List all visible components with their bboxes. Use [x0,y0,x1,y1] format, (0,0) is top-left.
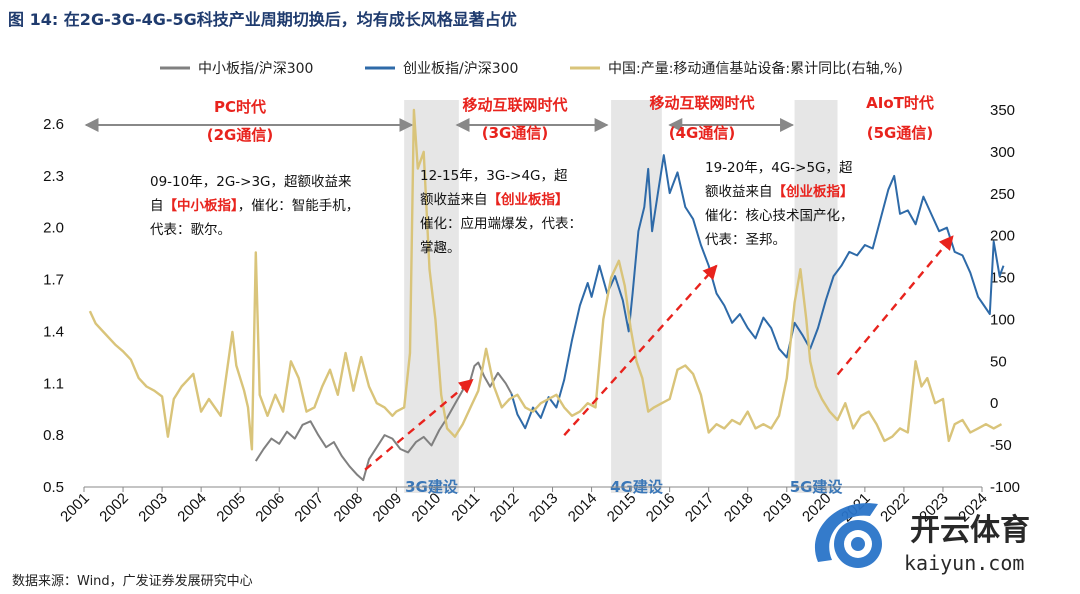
y-right-tick: 200 [990,228,1015,245]
y-right-tick: 300 [990,144,1015,161]
y-right-tick: -50 [990,437,1012,454]
x-tick-label: 2014 [565,490,601,526]
x-tick-label: 2017 [682,490,718,526]
annotations: PC时代 (2G通信) 移动互联网时代 (3G通信) 移动互联网时代 (4G通信) AIoT… [150,94,954,471]
x-tick-label: 2004 [174,490,210,526]
y-right-tick: 150 [990,270,1015,287]
y-left-tick: 1.1 [43,375,64,392]
era-sub-1: (2G通信) [207,126,273,144]
construction-bands: 3G建设 4G建设 5G建设 [404,100,842,496]
x-tick-label: 2006 [252,490,288,526]
legend-label-3: 中国:产量:移动通信基站设备:累计同比(右轴,%) [608,60,903,77]
y-right-tick: 350 [990,102,1015,119]
note-2-line: 催化：应用端爆发，代表： [420,215,582,232]
y-right-tick: 250 [990,186,1015,203]
legend: 中小板指/沪深300 创业板指/沪深300 中国:产量:移动通信基站设备:累计同比(… [160,60,903,77]
note-1-line: 自【中小板指】，催化：智能手机， [150,197,359,214]
figure-title: 图 14: 在2G-3G-4G-5G科技产业周期切换后，均有成长风格显著占优 [8,10,517,29]
note-2-line: 掌趣。 [420,240,461,256]
y-left-tick: 2.0 [43,220,64,237]
chinext-ratio-line [510,154,1005,430]
axes: 0.5 0.8 1.1 1.4 1.7 2.0 2.3 2.6 -100 -50 0 50 100 150… [43,102,1020,525]
note-2-line: 12-15年，3G->4G，超 [420,168,568,184]
note-3-line: 代表：圣邦。 [705,232,786,248]
band-4g [611,100,662,493]
x-tick-label: 2013 [526,490,562,526]
era-title-4: AIoT时代 [866,94,934,112]
era-title-3: 移动互联网时代 [649,94,754,112]
small-cap-ratio-line [254,361,513,482]
note-1-line: 09-10年，2G->3G，超额收益来 [150,174,352,190]
x-tick-label: 2018 [721,490,757,526]
legend-label-1: 中小板指/沪深300 [198,61,313,77]
note-3-line: 19-20年，4G->5G，超 [705,160,853,176]
source-note: 数据来源：Wind，广发证券发展研究中心 [12,574,253,589]
legend-label-2: 创业板指/沪深300 [403,61,518,77]
era-title-2: 移动互联网时代 [462,96,567,114]
y-right-tick: -100 [990,479,1020,496]
note-3-line: 额收益来自【创业板指】 [705,183,854,200]
y-left-tick: 2.6 [43,116,64,133]
telecom-yoy-line [88,108,1003,451]
x-tick-label: 2003 [135,490,171,526]
x-tick-label: 2008 [331,490,367,526]
era-sub-3: (4G通信) [669,124,735,142]
note-1-line: 代表：歌尔。 [150,222,231,238]
y-left-tick: 2.3 [43,168,64,185]
y-left-tick: 0.8 [43,427,64,444]
note-2-line: 额收益来自【创业板指】 [420,191,569,208]
era-sub-2: (3G通信) [482,124,548,142]
y-left-tick: 0.5 [43,479,64,496]
watermark-logo-icon [814,503,882,568]
note-3-line: 催化：核心技术国产化， [705,208,854,224]
x-tick-label: 2007 [291,490,327,526]
y-right-tick: 100 [990,311,1015,328]
watermark-brand: 开云体育 [910,513,1030,548]
watermark: 开云体育 kaiyun.com [814,503,1030,575]
x-tick-label: 2002 [96,490,132,526]
y-left-tick: 1.4 [43,323,64,340]
trend-arrow-3 [836,235,954,376]
x-tick-label: 2005 [213,490,249,526]
y-right-tick: 50 [990,353,1007,370]
x-tick-label: 2012 [487,490,523,526]
x-tick-label: 2009 [370,490,406,526]
y-right-tick: 0 [990,395,998,412]
era-sub-4: (5G通信) [867,124,933,142]
trend-arrow-1 [364,378,474,471]
watermark-url: kaiyun.com [904,551,1024,575]
y-left-tick: 1.7 [43,272,64,289]
band-5g [794,100,838,493]
series-lines [88,108,1005,482]
era-title-1: PC时代 [214,98,266,116]
trend-arrow-2 [563,264,718,436]
